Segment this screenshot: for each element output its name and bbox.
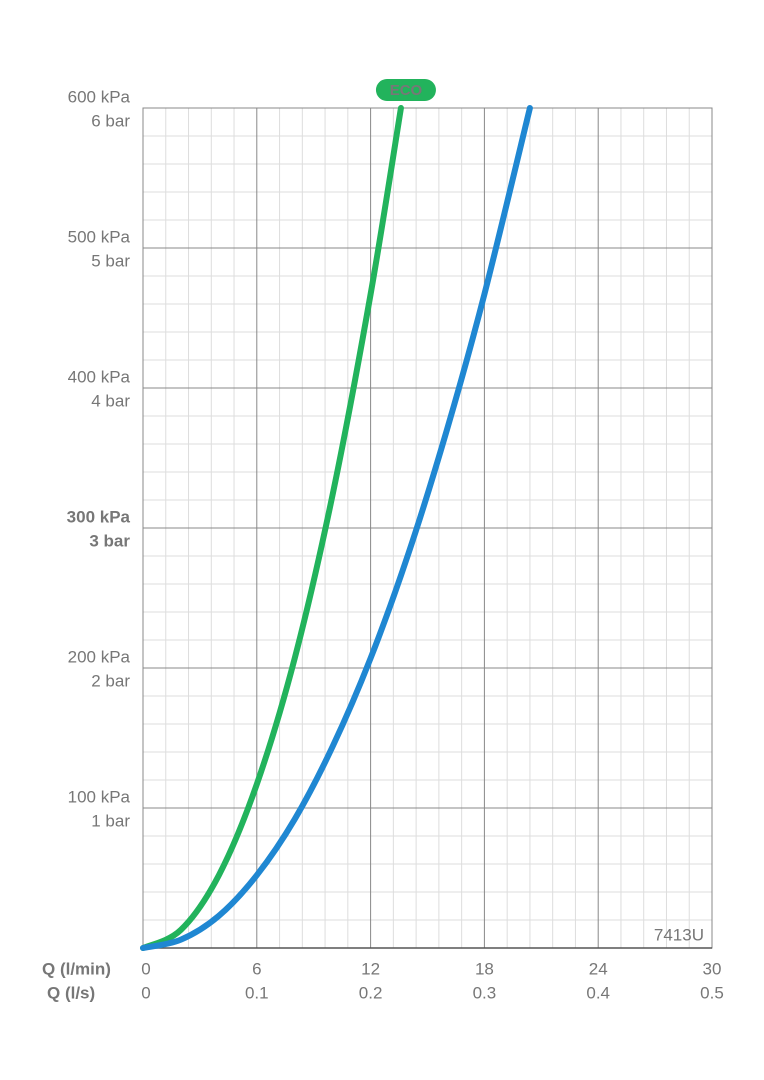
x-tick-label: 6 (252, 959, 261, 978)
x-axis-label: Q (l/min) (42, 959, 111, 978)
y-tick-label: 500 kPa (68, 227, 131, 246)
y-tick-label-bar: 1 bar (91, 811, 130, 830)
y-tick-label-bar: 4 bar (91, 391, 130, 410)
y-tick-label: 300 kPa (67, 507, 131, 526)
curve (140, 105, 404, 951)
x2-tick-label: 0.3 (473, 983, 497, 1002)
x2-tick-label: 0.2 (359, 983, 383, 1002)
model-label: 7413U (654, 925, 704, 944)
x-tick-label: 30 (703, 959, 722, 978)
y-tick-label-bar: 6 bar (91, 111, 130, 130)
x-tick-label: 18 (475, 959, 494, 978)
x2-axis-label: Q (l/s) (47, 983, 95, 1002)
x-tick-label: 12 (361, 959, 380, 978)
x-tick-label: 0 (141, 959, 150, 978)
y-tick-label: 200 kPa (68, 647, 131, 666)
y-tick-label: 100 kPa (68, 787, 131, 806)
y-tick-label: 600 kPa (68, 87, 131, 106)
y-tick-label-bar: 2 bar (91, 671, 130, 690)
y-tick-label-bar: 3 bar (89, 531, 130, 550)
x2-tick-label: 0.1 (245, 983, 269, 1002)
x2-tick-label: 0.4 (586, 983, 610, 1002)
x-tick-label: 24 (589, 959, 608, 978)
x2-tick-label: 0 (141, 983, 150, 1002)
badge-label: ECO (390, 82, 423, 99)
y-tick-label: 400 kPa (68, 367, 131, 386)
curve (140, 105, 533, 951)
y-tick-label-bar: 5 bar (91, 251, 130, 270)
badge-bg (375, 79, 436, 101)
x2-tick-label: 0.5 (700, 983, 724, 1002)
